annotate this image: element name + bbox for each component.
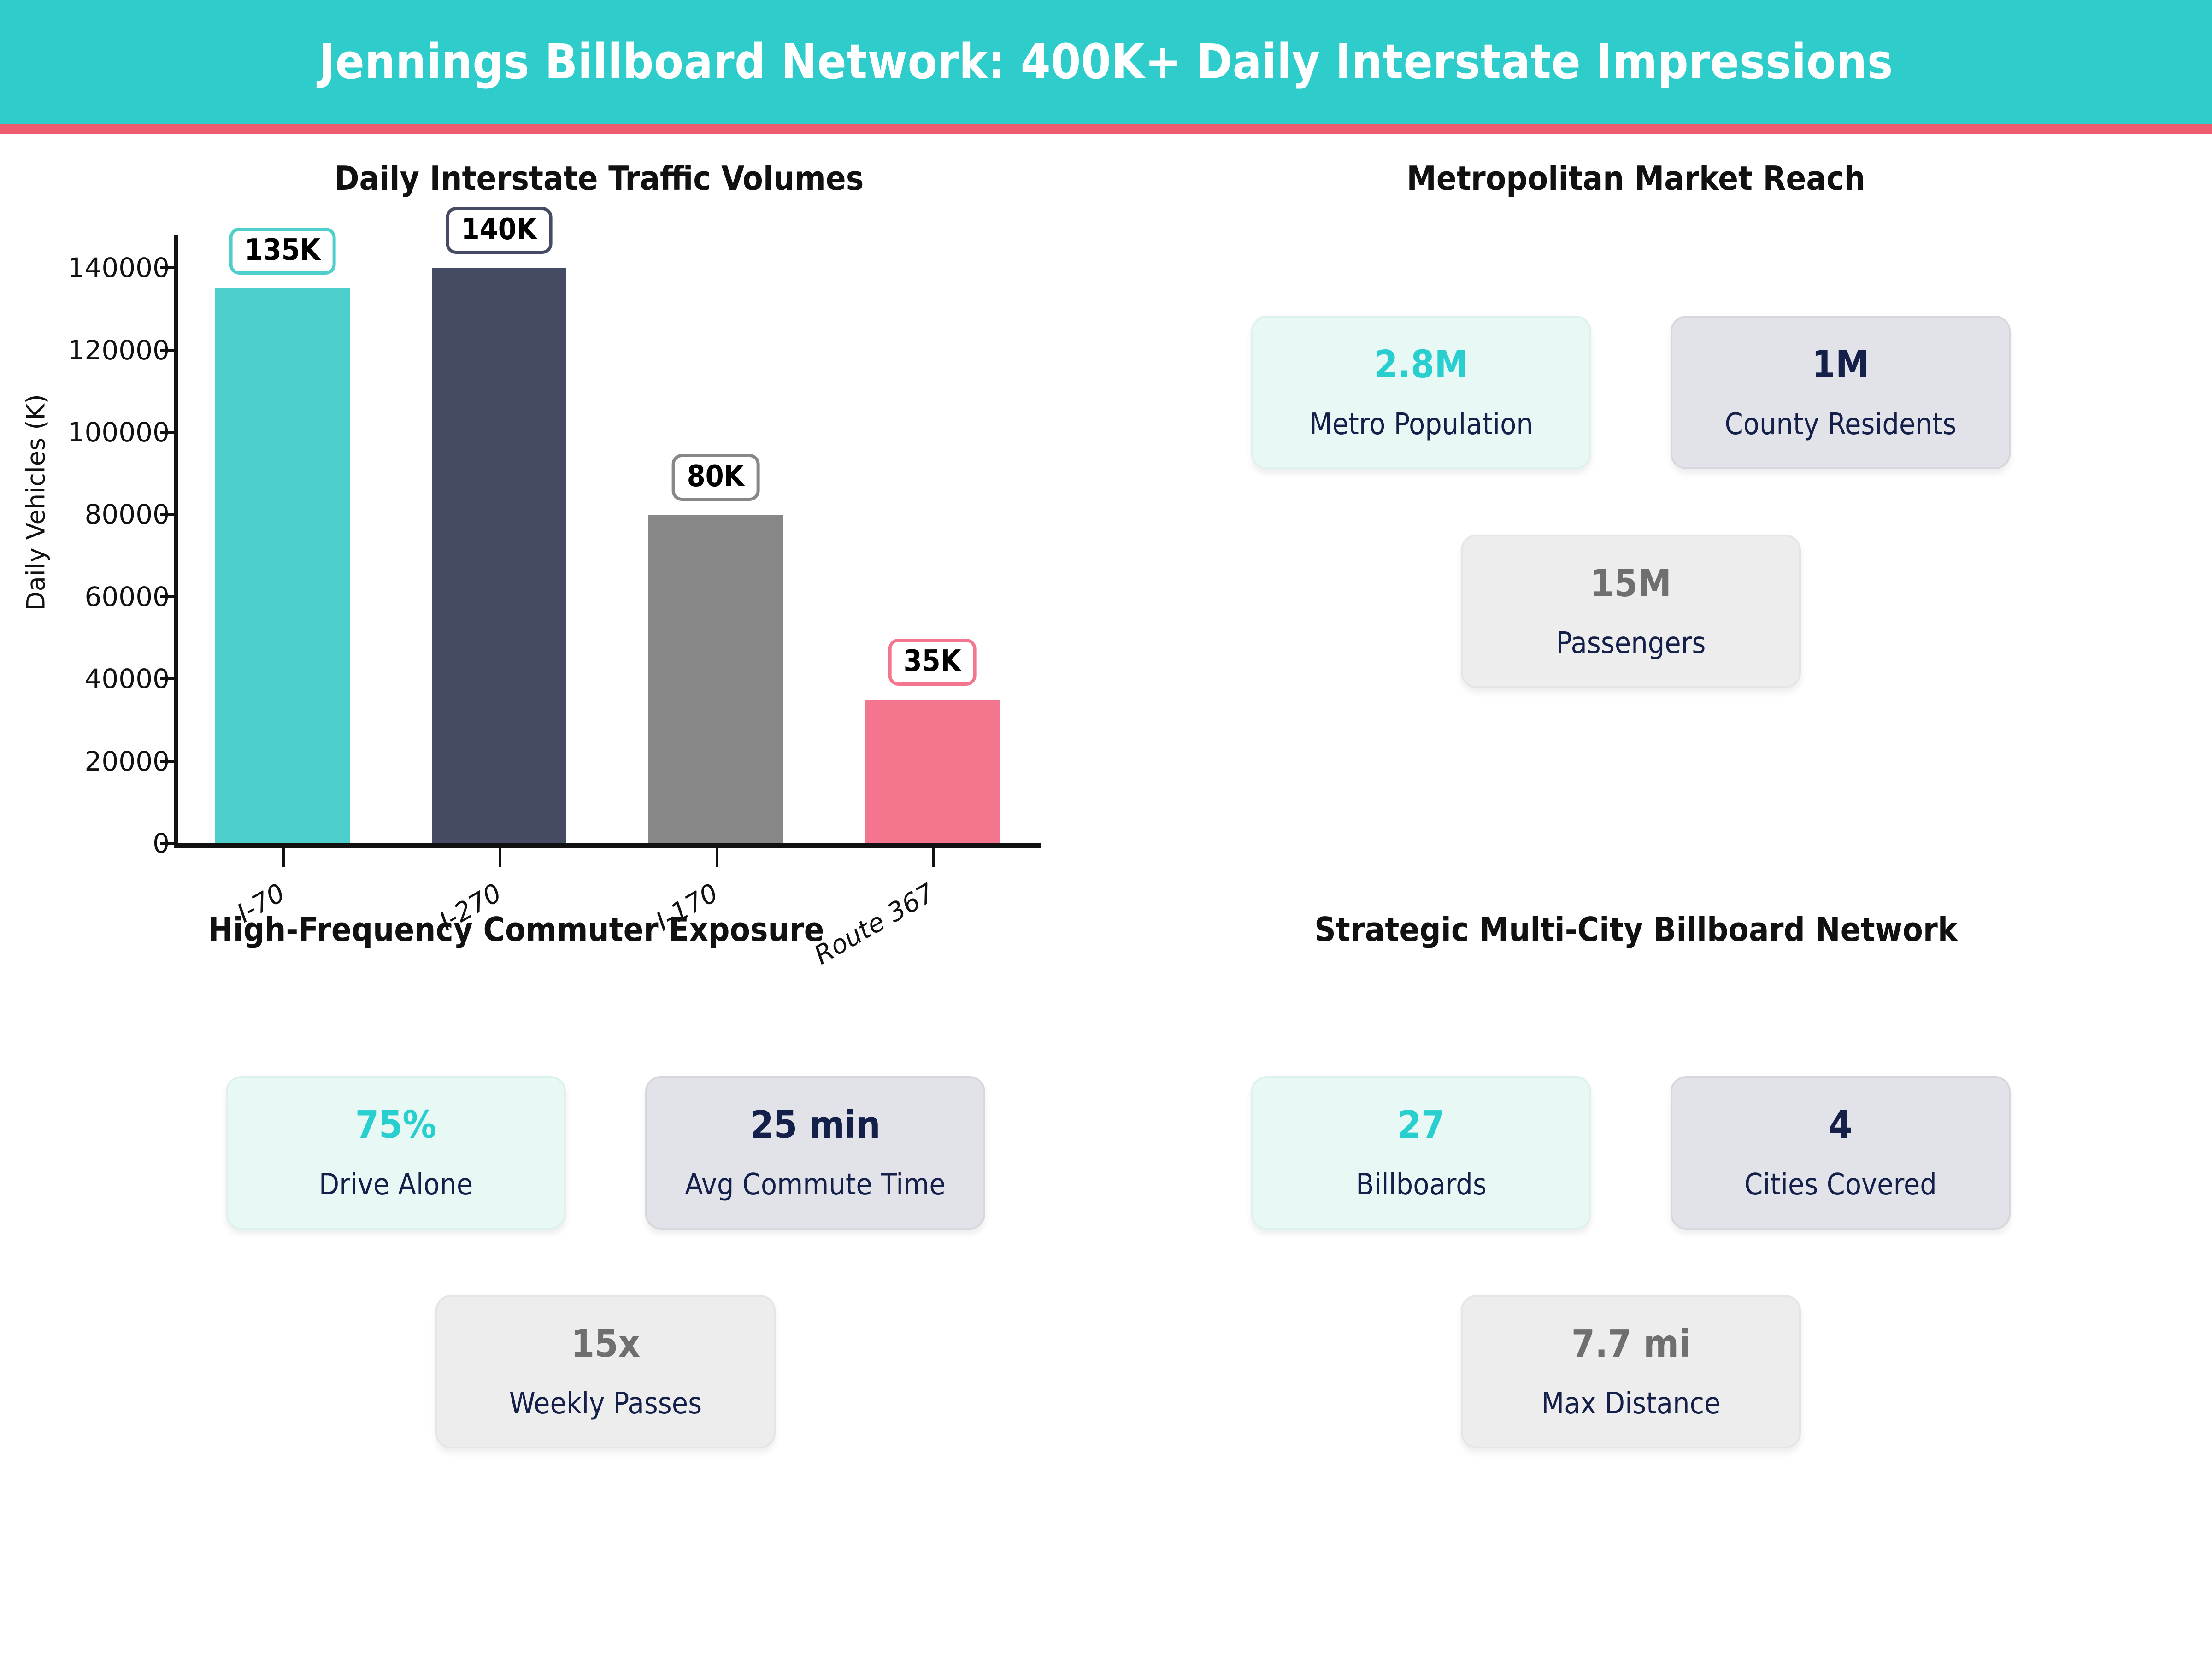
y-tick-mark	[160, 348, 174, 352]
metric-value: 4	[1829, 1103, 1853, 1147]
x-tick-mark	[716, 848, 718, 867]
metric-label: Avg Commute Time	[685, 1167, 946, 1202]
y-tick-label: 40000	[84, 663, 170, 695]
y-tick-mark	[160, 842, 174, 845]
metric-card-avg-commute-time[interactable]: 25 min Avg Commute Time	[645, 1076, 985, 1230]
y-axis-label: Daily Vehicles (K)	[21, 394, 51, 611]
y-tick-label: 80000	[84, 499, 170, 530]
y-tick-label: 120000	[67, 334, 170, 366]
bar-fill	[648, 514, 783, 843]
y-tick-mark	[160, 595, 174, 598]
y-tick-mark	[160, 759, 174, 763]
commuter-exposure-title: High-Frequency Commuter Exposure	[208, 910, 824, 949]
metric-card-weekly-passes[interactable]: 15x Weekly Passes	[435, 1295, 776, 1448]
metric-label: Passengers	[1556, 626, 1706, 660]
header-banner: Jennings Billboard Network: 400K+ Daily …	[0, 0, 2212, 124]
metric-label: Weekly Passes	[509, 1386, 702, 1421]
bar-value-badge: 80K	[671, 453, 760, 501]
traffic-volume-chart-panel: Daily Interstate Traffic Volumes Daily V…	[0, 152, 1106, 971]
metric-value: 2.8M	[1374, 342, 1469, 387]
y-tick-label: 140000	[67, 252, 170, 284]
market-reach-panel: Metropolitan Market Reach 2.8M Metro Pop…	[1221, 152, 2143, 889]
page-title: Jennings Billboard Network: 400K+ Daily …	[319, 34, 1893, 90]
metric-label: Metro Population	[1309, 407, 1533, 441]
header-accent-rule	[0, 124, 2212, 134]
metric-label: Drive Alone	[318, 1167, 473, 1202]
x-axis-line	[174, 843, 1041, 848]
metric-card-cities-covered[interactable]: 4 Cities Covered	[1671, 1076, 2011, 1230]
billboard-network-panel: Strategic Multi-City Billboard Network 2…	[1221, 903, 2143, 1594]
bar-i-170[interactable]: 80K	[648, 453, 783, 843]
y-tick-mark	[160, 513, 174, 516]
y-tick-mark	[160, 677, 174, 681]
bar-fill	[432, 268, 566, 843]
metric-card-county-residents[interactable]: 1M County Residents	[1671, 316, 2011, 469]
metric-card-passengers[interactable]: 15M Passengers	[1461, 535, 1801, 688]
metric-label: Cities Covered	[1744, 1167, 1937, 1202]
x-tick-mark	[932, 848, 935, 867]
bar-i-70[interactable]: 135K	[215, 227, 350, 843]
metric-label: County Residents	[1724, 407, 1957, 441]
metric-value: 25 min	[750, 1103, 881, 1147]
y-tick-label: 60000	[84, 581, 170, 612]
bar-fill	[215, 288, 350, 843]
commuter-exposure-panel: High-Frequency Commuter Exposure 75% Dri…	[101, 903, 1023, 1594]
metric-card-billboards[interactable]: 27 Billboards	[1251, 1076, 1591, 1230]
market-reach-title: Metropolitan Market Reach	[1406, 159, 1865, 198]
metric-value: 15x	[571, 1322, 641, 1366]
y-tick-mark	[160, 431, 174, 434]
x-tick-mark	[499, 848, 501, 867]
metric-value: 27	[1397, 1103, 1445, 1147]
metric-value: 7.7 mi	[1571, 1322, 1691, 1366]
metric-label: Max Distance	[1541, 1386, 1721, 1421]
plot-area: 0 20000 40000 60000 80000 100000 120000 140000 …	[68, 207, 1041, 971]
metric-label: Billboards	[1356, 1167, 1487, 1202]
metric-value: 75%	[355, 1103, 437, 1147]
bar-value-badge: 140K	[446, 207, 553, 254]
bar-i-270[interactable]: 140K	[432, 207, 566, 843]
y-tick-mark	[160, 266, 174, 270]
y-tick-label: 20000	[84, 745, 170, 777]
metric-card-drive-alone[interactable]: 75% Drive Alone	[226, 1076, 566, 1230]
x-tick-mark	[282, 848, 285, 867]
y-axis-line	[174, 235, 178, 843]
metric-value: 1M	[1812, 342, 1870, 387]
billboard-network-title: Strategic Multi-City Billboard Network	[1314, 910, 1958, 949]
bar-route-367[interactable]: 35K	[865, 638, 1000, 843]
chart-title: Daily Interstate Traffic Volumes	[334, 159, 864, 198]
bar-value-badge: 135K	[229, 227, 336, 275]
bar-value-badge: 35K	[888, 638, 977, 686]
metric-card-metro-population[interactable]: 2.8M Metro Population	[1251, 316, 1591, 469]
metric-value: 15M	[1590, 561, 1672, 606]
y-tick-label: 100000	[67, 417, 170, 448]
metric-card-max-distance[interactable]: 7.7 mi Max Distance	[1461, 1295, 1801, 1448]
bar-fill	[865, 699, 1000, 843]
